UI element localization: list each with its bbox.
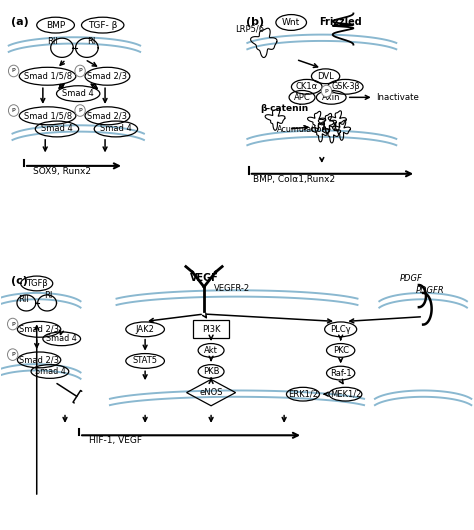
Text: VEGF: VEGF	[190, 273, 219, 283]
Text: TGF- β: TGF- β	[88, 21, 118, 30]
Text: Wnt: Wnt	[282, 18, 301, 27]
Text: Smad 4: Smad 4	[41, 125, 73, 134]
Text: Smad 2/3: Smad 2/3	[19, 356, 59, 365]
Text: ERK1/2: ERK1/2	[288, 390, 318, 399]
Text: P: P	[78, 108, 82, 113]
Text: BMP: BMP	[46, 21, 65, 30]
Text: Akt: Akt	[204, 346, 218, 355]
Text: β-catenin: β-catenin	[261, 104, 309, 113]
Text: Smad 4: Smad 4	[100, 125, 132, 134]
Text: RI: RI	[87, 37, 95, 46]
Text: Smad 4: Smad 4	[62, 89, 94, 98]
Circle shape	[75, 65, 85, 77]
Text: MEK1/2: MEK1/2	[330, 390, 361, 399]
Text: (b): (b)	[246, 17, 264, 27]
Text: RII: RII	[47, 37, 58, 46]
Circle shape	[9, 105, 19, 116]
Text: Axin: Axin	[322, 93, 340, 102]
Text: P: P	[12, 108, 16, 113]
Circle shape	[75, 105, 85, 116]
Text: JAK2: JAK2	[136, 325, 155, 334]
Text: P: P	[11, 322, 15, 326]
Text: VEGFR-2: VEGFR-2	[214, 284, 250, 293]
Circle shape	[9, 65, 19, 77]
Text: HIF-1, VEGF: HIF-1, VEGF	[89, 436, 142, 445]
Text: BMP, Colα1,Runx2: BMP, Colα1,Runx2	[254, 175, 336, 184]
Text: APC: APC	[294, 93, 310, 102]
Text: Acumulation: Acumulation	[277, 125, 328, 134]
Text: RI: RI	[45, 291, 53, 300]
Text: PKC: PKC	[333, 346, 349, 355]
Text: PI3K: PI3K	[202, 325, 220, 334]
Text: PLCγ: PLCγ	[330, 325, 351, 334]
Text: eNOS: eNOS	[200, 388, 223, 397]
Circle shape	[8, 318, 18, 330]
Text: Smad 2/3: Smad 2/3	[87, 72, 128, 81]
Text: P: P	[12, 68, 16, 74]
Text: P: P	[78, 68, 82, 74]
Text: PKB: PKB	[203, 367, 219, 376]
Text: Smad 1/5/8: Smad 1/5/8	[24, 111, 72, 120]
Text: CK1α: CK1α	[296, 82, 318, 91]
Text: PDGFR: PDGFR	[416, 286, 445, 295]
Text: (c): (c)	[11, 276, 27, 286]
Text: P: P	[325, 89, 328, 93]
Text: GSK-3β: GSK-3β	[331, 82, 360, 91]
Text: P: P	[11, 352, 15, 357]
Text: (a): (a)	[11, 17, 28, 27]
Text: TGFβ: TGFβ	[26, 279, 47, 288]
Text: STAT5: STAT5	[133, 357, 158, 366]
Text: PDGF: PDGF	[400, 273, 423, 282]
Text: Smad 4: Smad 4	[35, 367, 65, 376]
Text: DVL: DVL	[317, 72, 334, 81]
Text: RII: RII	[18, 295, 29, 304]
Text: Inactivate: Inactivate	[376, 93, 419, 102]
Text: Smad 1/5/8: Smad 1/5/8	[24, 72, 72, 81]
Text: Smad 2/3: Smad 2/3	[19, 325, 59, 334]
Circle shape	[8, 349, 18, 360]
Text: Raf-1: Raf-1	[330, 368, 352, 377]
Text: SOX9, Runx2: SOX9, Runx2	[34, 167, 91, 176]
Text: Smad 2/3: Smad 2/3	[87, 111, 128, 120]
Circle shape	[321, 85, 332, 97]
Text: Frizzled: Frizzled	[319, 17, 362, 28]
Text: Smad 4: Smad 4	[46, 334, 77, 343]
Text: LRP5/6: LRP5/6	[235, 24, 264, 33]
